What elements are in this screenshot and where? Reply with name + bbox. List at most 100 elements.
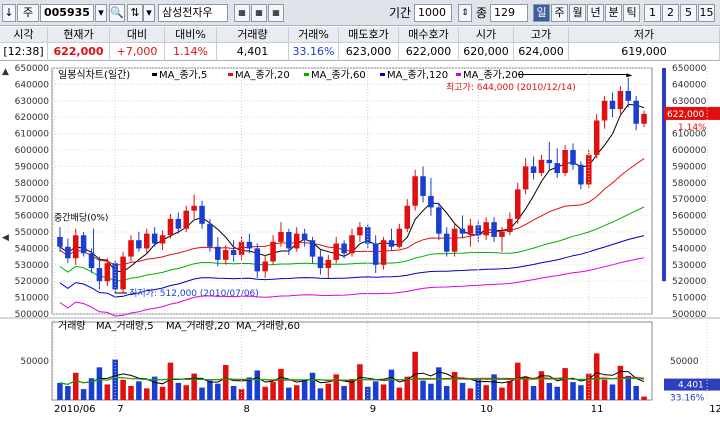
chevron-down-icon[interactable]: ▾ (95, 4, 107, 22)
volume-bar (96, 367, 103, 400)
volume-bar (144, 388, 150, 400)
tab-period[interactable]: 분 (605, 4, 622, 22)
candle-body (191, 205, 197, 211)
vol-ma60-line (59, 376, 645, 385)
candle-body (396, 228, 403, 247)
scroll-left-icon[interactable]: ◀ (2, 233, 9, 243)
volume-bar (522, 377, 529, 400)
volume-bar (641, 396, 647, 400)
grid-icon[interactable]: ▦ (251, 4, 267, 22)
tab-period[interactable]: 주 (551, 4, 568, 22)
candle-body (136, 240, 142, 249)
quote-value: 620,000 (463, 45, 509, 58)
grid-icon[interactable]: ▦ (268, 4, 284, 22)
interval-button[interactable]: 1 (644, 4, 661, 22)
legend-entry[interactable]: MA_종가,60 (311, 69, 366, 81)
interval-button[interactable]: 15 (698, 4, 715, 22)
candle-body (633, 100, 639, 124)
tab-period[interactable]: 년 (587, 4, 604, 22)
volume-bar (451, 372, 458, 400)
stock-code-input[interactable]: 005935 (40, 4, 94, 22)
right-tick-label: 560000 (672, 212, 707, 222)
quote-value: 622,000 (405, 45, 452, 58)
y-tick-label: 500000 (15, 310, 50, 320)
vol-ma5-line (59, 370, 645, 385)
quote-value: 1.14% (173, 45, 208, 58)
tab-period[interactable]: 틱 (623, 4, 640, 22)
price-pane (51, 67, 653, 315)
tab-period[interactable]: 일 (533, 4, 550, 22)
scroll-up-icon[interactable]: ▲ (2, 67, 9, 77)
quote-strip: 시각 [12:38] 현재가 622,000 대비 +7,000 대비% 1.14% 거래량 4,… (0, 27, 720, 61)
y-tick-label: 540000 (15, 244, 50, 254)
sort-icon[interactable]: ⇅ (127, 4, 143, 22)
candle-body (65, 246, 71, 259)
right-tick-label: 650000 (672, 64, 707, 74)
volume-bar (570, 382, 576, 400)
volume-bar (136, 381, 142, 400)
candle-body (270, 241, 276, 262)
right-tick-label: 530000 (672, 261, 707, 271)
candle-body (467, 225, 474, 234)
search-icon[interactable]: 🔍 (109, 4, 125, 22)
quote-column: 저가 619,000 (569, 27, 720, 61)
volume-legend-entry[interactable]: MA_거래량,5 (96, 320, 154, 332)
volume-bar (151, 376, 158, 400)
current-volume-label: 4,401 (678, 381, 704, 391)
volume-bar (191, 373, 197, 400)
quote-value: +7,000 (116, 45, 158, 58)
current-ratio-label: 33.16% (670, 394, 705, 404)
candle-body (538, 159, 545, 173)
candle-body (349, 235, 355, 254)
y-tick-label: 530000 (15, 261, 50, 271)
volume-bar (388, 369, 395, 400)
stock-chart[interactable]: 500000 510000 520000 530000 540000 550000 5600… (0, 62, 720, 426)
candle-body (380, 240, 387, 265)
volume-bar (238, 389, 245, 400)
volume-bar (349, 379, 355, 400)
volume-legend-entry[interactable]: MA_거래량,60 (236, 320, 300, 332)
volume-bar (120, 379, 126, 400)
interval-button[interactable]: 2 (662, 4, 679, 22)
grid-icon[interactable]: ▦ (234, 4, 250, 22)
interval-button[interactable]: 5 (680, 4, 697, 22)
candle-body (207, 223, 213, 247)
candle-body (483, 222, 489, 236)
candle-body (578, 164, 584, 185)
legend-entry[interactable]: MA_종가,120 (387, 69, 448, 81)
chevron-down-icon[interactable]: ▾ (143, 4, 155, 22)
tab-period[interactable]: 월 (569, 4, 586, 22)
quote-column: 거래% 33.16% (289, 27, 339, 61)
candle-body (357, 227, 363, 236)
period-input[interactable]: 1000 (414, 4, 452, 22)
candle-body (215, 246, 221, 260)
volume-legend-entry[interactable]: MA_거래량,20 (166, 320, 230, 332)
candle-body (278, 232, 284, 242)
volume-bar (159, 386, 166, 400)
market-select[interactable]: 주 (17, 4, 39, 22)
y-tick-label: 560000 (15, 212, 50, 222)
candle-body (562, 150, 568, 173)
arrow-down-icon[interactable]: ↓ (2, 4, 16, 22)
legend-entry[interactable]: MA_종가,5 (159, 69, 207, 81)
right-scrollbar[interactable] (662, 68, 666, 282)
legend-entry[interactable]: MA_종가,20 (235, 69, 290, 81)
volume-bar (609, 384, 616, 400)
volume-bar (325, 383, 332, 400)
volume-bar (72, 372, 79, 400)
volume-bar (546, 382, 553, 400)
legend-swatch (152, 73, 157, 76)
legend-entry[interactable]: MA_종가,200 (463, 69, 524, 81)
quote-header: 매도호가 (339, 27, 398, 43)
candle-body (57, 236, 63, 247)
volume-legend-entry[interactable]: 거래량 (58, 320, 86, 332)
candle-body (246, 241, 253, 249)
quote-header: 시가 (459, 27, 513, 43)
volume-bar (420, 380, 426, 400)
stepper-icon[interactable]: ⇕ (458, 4, 472, 22)
candle-body (309, 240, 316, 257)
volume-bar (365, 386, 371, 400)
x-tick-label: 11 (591, 404, 604, 415)
count-input[interactable]: 129 (490, 4, 528, 22)
volume-bar (278, 368, 284, 400)
